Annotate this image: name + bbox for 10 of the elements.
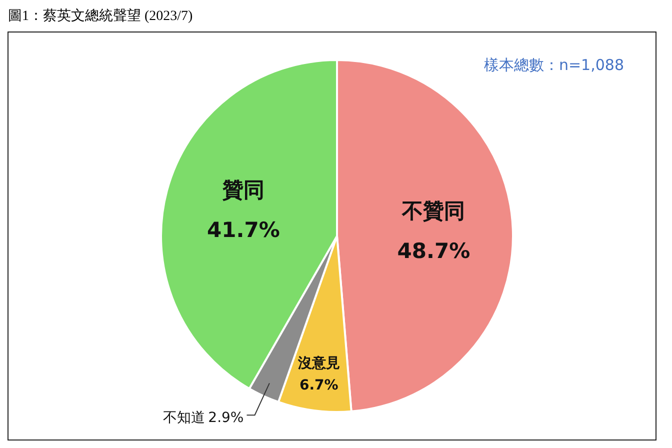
data-label: 6.7%: [300, 377, 338, 394]
slice-label: 不知道: [162, 410, 205, 426]
data-label: 41.7%: [207, 218, 280, 242]
slice-label: 贊同: [221, 178, 264, 202]
data-label: 2.9%: [208, 410, 244, 426]
data-label: 48.7%: [397, 238, 470, 263]
slice-label: 沒意見: [296, 354, 340, 372]
text: 樣本總數：n=1,088: [484, 56, 624, 74]
chart-title: 圖1：蔡英文總統聲望 (2023/7): [8, 8, 194, 24]
slice-label: 不贊同: [401, 198, 466, 223]
